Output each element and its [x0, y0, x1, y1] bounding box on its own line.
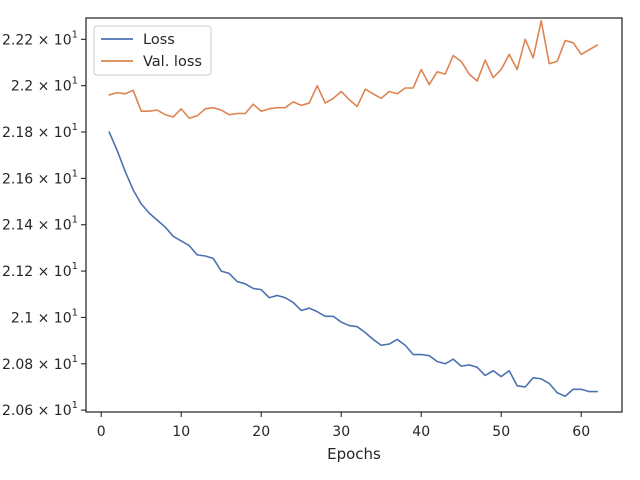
y-tick-label: 2.1 × 101: [11, 307, 78, 326]
x-tick-label: 0: [97, 424, 106, 440]
x-tick-label: 40: [412, 424, 430, 440]
legend-label: Loss: [143, 32, 175, 48]
x-tick-label: 60: [572, 424, 590, 440]
x-tick-label: 20: [252, 424, 270, 440]
y-tick-label: 2.08 × 101: [2, 354, 78, 373]
y-tick-label: 2.14 × 101: [2, 215, 78, 234]
plot-frame: [85, 17, 623, 413]
y-tick-label: 2.22 × 101: [2, 29, 78, 48]
plot-area: [85, 17, 623, 413]
y-tick-label: 2.12 × 101: [2, 261, 78, 280]
y-tick-label: 2.16 × 101: [2, 168, 78, 187]
series-line-loss: [108, 131, 599, 398]
x-axis: 0 10 20 30 40 50 60: [97, 412, 590, 440]
y-tick-label: 2.18 × 101: [2, 122, 78, 141]
legend-label: Val. loss: [143, 54, 202, 70]
legend: Loss Val. loss: [93, 25, 212, 76]
x-axis-label: Epochs: [327, 445, 381, 463]
series-line-val-loss: [108, 19, 599, 119]
y-axis: 2.06 × 101 2.08 × 101 2.1 × 101 2.12 × 101 2…: [2, 29, 86, 419]
x-tick-label: 10: [172, 424, 190, 440]
x-tick-label: 50: [492, 424, 510, 440]
y-tick-label: 2.2 × 101: [11, 76, 78, 95]
series-group: [108, 19, 599, 398]
x-tick-label: 30: [332, 424, 350, 440]
y-tick-label: 2.06 × 101: [2, 400, 78, 419]
